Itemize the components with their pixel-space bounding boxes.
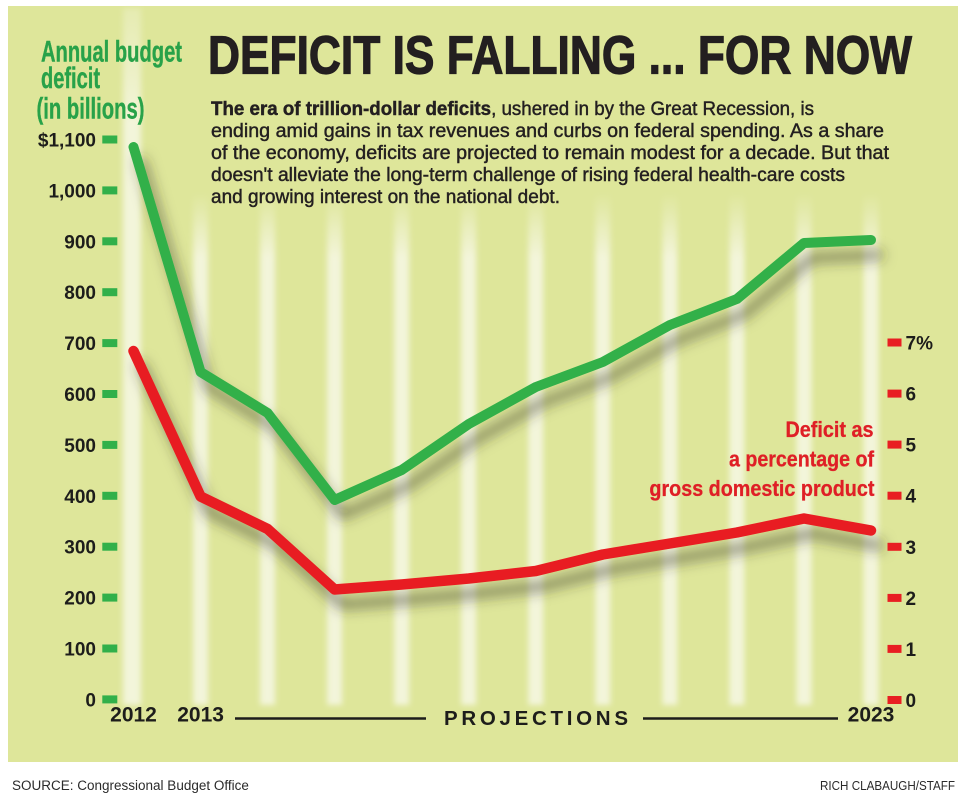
svg-text:2012: 2012 <box>110 704 157 727</box>
svg-text:100: 100 <box>64 640 96 661</box>
svg-text:gross domestic product: gross domestic product <box>649 476 875 501</box>
svg-text:6: 6 <box>906 385 917 406</box>
svg-text:2023: 2023 <box>848 704 895 727</box>
svg-text:500: 500 <box>64 436 96 457</box>
svg-text:5: 5 <box>906 436 917 457</box>
svg-text:900: 900 <box>64 232 96 253</box>
svg-text:SOURCE: Congressional Budget O: SOURCE: Congressional Budget Office <box>12 778 249 793</box>
svg-text:800: 800 <box>64 283 96 304</box>
svg-text:and growing interest on the na: and growing interest on the national deb… <box>211 186 560 208</box>
svg-text:600: 600 <box>64 385 96 406</box>
svg-text:(in billions): (in billions) <box>37 93 145 126</box>
svg-text:7%: 7% <box>906 334 934 355</box>
svg-text:The era of trillion-dollar def: The era of trillion-dollar deficits, ush… <box>211 98 814 120</box>
svg-text:RICH CLABAUGH/STAFF: RICH CLABAUGH/STAFF <box>820 778 955 793</box>
svg-text:400: 400 <box>64 487 96 508</box>
svg-text:doesn't alleviate the long-ter: doesn't alleviate the long-term challeng… <box>211 164 845 186</box>
svg-text:a percentage of: a percentage of <box>729 447 875 472</box>
svg-text:200: 200 <box>64 589 96 610</box>
svg-text:0: 0 <box>906 691 917 712</box>
svg-text:1,000: 1,000 <box>48 181 96 202</box>
svg-text:1: 1 <box>906 640 917 661</box>
svg-text:3: 3 <box>906 538 917 559</box>
svg-text:300: 300 <box>64 538 96 559</box>
svg-text:$1,100: $1,100 <box>38 131 96 152</box>
svg-text:0: 0 <box>85 690 96 711</box>
svg-text:2013: 2013 <box>177 704 224 727</box>
svg-text:Annual budget: Annual budget <box>41 36 182 69</box>
svg-text:deficit: deficit <box>41 62 100 95</box>
svg-text:2: 2 <box>906 589 917 610</box>
svg-text:ending amid gains in tax reven: ending amid gains in tax revenues and cu… <box>211 120 884 142</box>
svg-text:DEFICIT IS FALLING ... FOR NOW: DEFICIT IS FALLING ... FOR NOW <box>208 26 912 86</box>
svg-text:PROJECTIONS: PROJECTIONS <box>444 707 628 730</box>
svg-text:4: 4 <box>906 487 917 508</box>
svg-text:700: 700 <box>64 334 96 355</box>
svg-text:of the economy, deficits are p: of the economy, deficits are projected t… <box>211 142 890 164</box>
svg-text:Deficit as: Deficit as <box>786 417 874 442</box>
